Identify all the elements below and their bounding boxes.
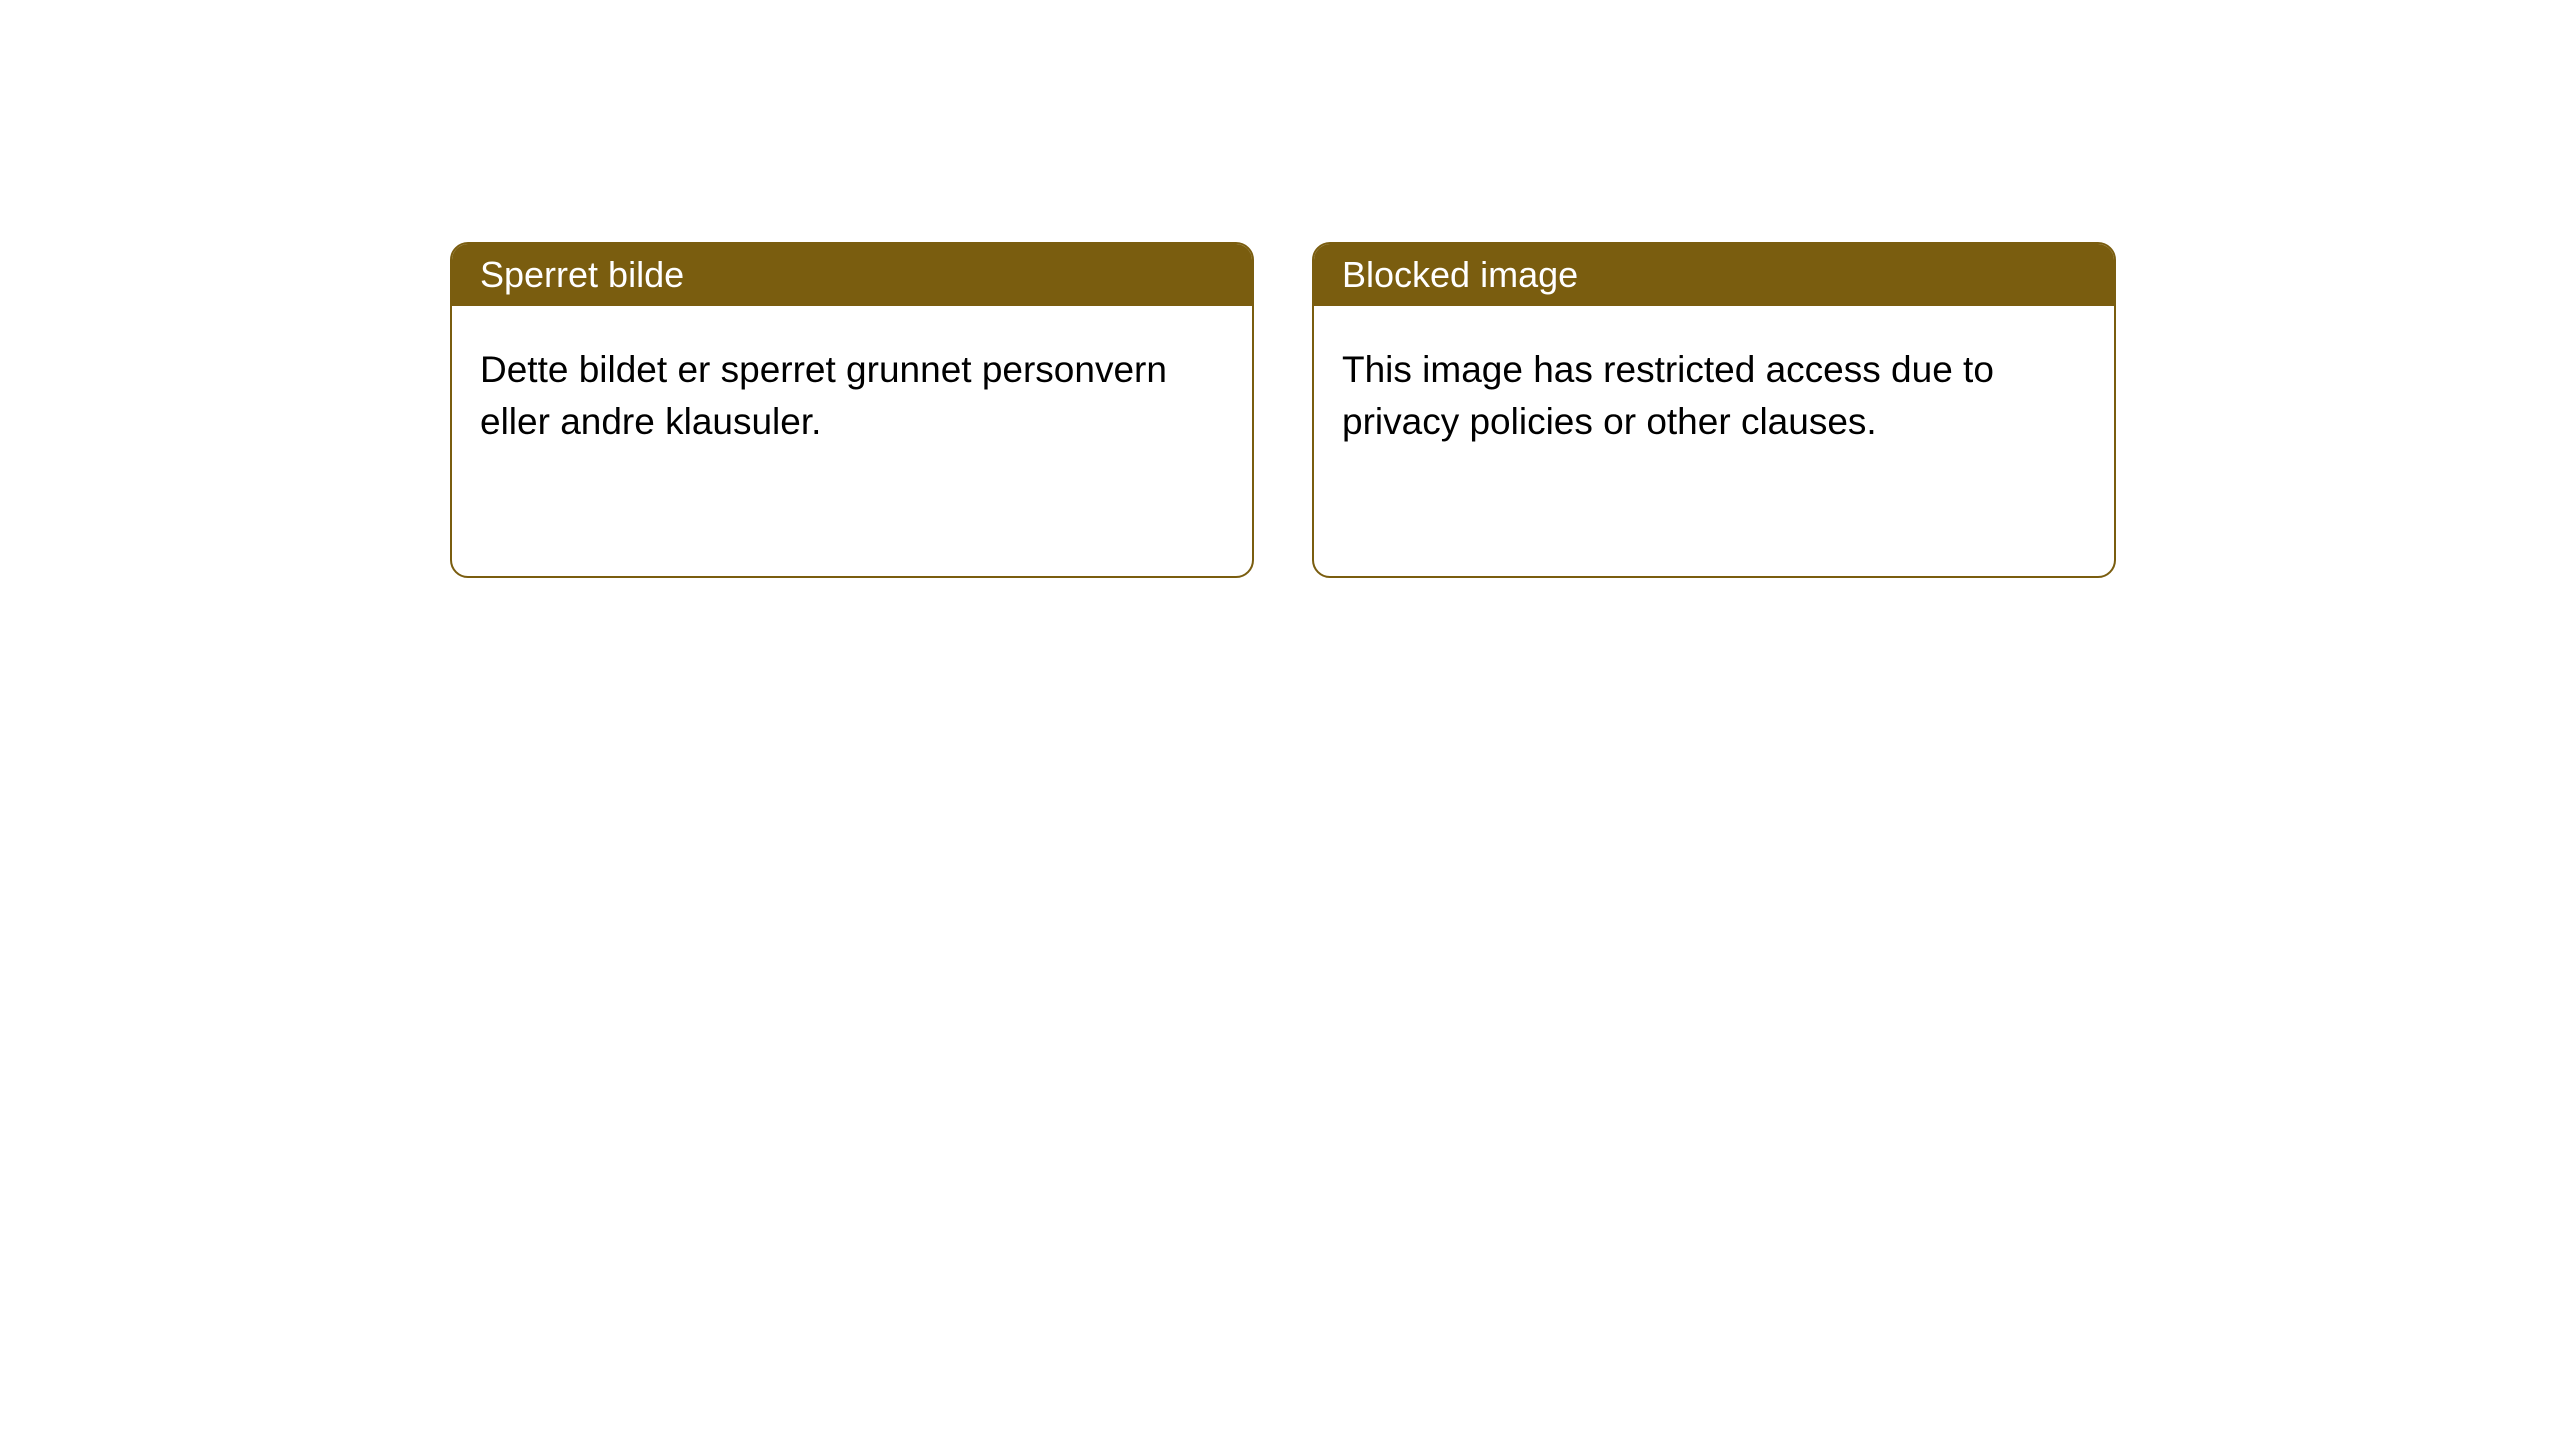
notice-body-text: This image has restricted access due to … <box>1342 349 1994 442</box>
notice-body-text: Dette bildet er sperret grunnet personve… <box>480 349 1167 442</box>
notice-container: Sperret bilde Dette bildet er sperret gr… <box>0 0 2560 578</box>
notice-card-norwegian: Sperret bilde Dette bildet er sperret gr… <box>450 242 1254 578</box>
notice-card-english: Blocked image This image has restricted … <box>1312 242 2116 578</box>
notice-title: Blocked image <box>1342 254 1578 296</box>
notice-card-header: Sperret bilde <box>452 244 1252 306</box>
notice-card-header: Blocked image <box>1314 244 2114 306</box>
notice-card-body: This image has restricted access due to … <box>1314 306 2114 486</box>
notice-card-body: Dette bildet er sperret grunnet personve… <box>452 306 1252 486</box>
notice-title: Sperret bilde <box>480 254 684 296</box>
